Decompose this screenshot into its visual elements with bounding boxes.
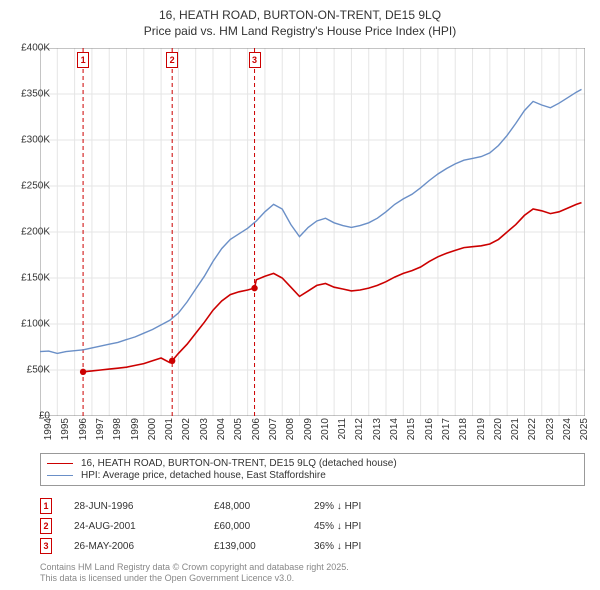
x-tick-label: 1994 xyxy=(43,418,54,448)
transaction-date: 26-MAY-2006 xyxy=(74,541,214,552)
legend-swatch-price xyxy=(47,463,73,465)
legend-label-price: 16, HEATH ROAD, BURTON-ON-TRENT, DE15 9L… xyxy=(81,458,397,469)
legend-row-hpi: HPI: Average price, detached house, East… xyxy=(47,470,578,481)
reference-marker-1: 1 xyxy=(77,52,89,68)
x-tick-label: 2008 xyxy=(285,418,296,448)
title-line1: 16, HEATH ROAD, BURTON-ON-TRENT, DE15 9L… xyxy=(0,8,600,24)
x-tick-label: 2010 xyxy=(320,418,331,448)
x-tick-label: 2023 xyxy=(545,418,556,448)
reference-marker-2: 2 xyxy=(166,52,178,68)
footnote-line2: This data is licensed under the Open Gov… xyxy=(40,573,349,584)
x-tick-label: 2024 xyxy=(562,418,573,448)
transaction-diff: 36% ↓ HPI xyxy=(314,541,434,552)
transactions-table: 1 28-JUN-1996 £48,000 29% ↓ HPI 2 24-AUG… xyxy=(40,496,585,556)
x-tick-label: 2022 xyxy=(527,418,538,448)
y-tick-label: £350K xyxy=(10,89,50,100)
legend-swatch-hpi xyxy=(47,475,73,477)
chart-svg xyxy=(40,48,585,416)
y-tick-label: £300K xyxy=(10,135,50,146)
x-tick-label: 2004 xyxy=(216,418,227,448)
transaction-diff: 45% ↓ HPI xyxy=(314,521,434,532)
x-tick-label: 1997 xyxy=(95,418,106,448)
x-tick-label: 2019 xyxy=(476,418,487,448)
marker-badge-3: 3 xyxy=(40,538,52,554)
x-tick-label: 2018 xyxy=(458,418,469,448)
legend: 16, HEATH ROAD, BURTON-ON-TRENT, DE15 9L… xyxy=(40,453,585,486)
x-tick-label: 2009 xyxy=(303,418,314,448)
y-tick-label: £250K xyxy=(10,181,50,192)
marker-badge-1: 1 xyxy=(40,498,52,514)
x-tick-label: 2007 xyxy=(268,418,279,448)
x-tick-label: 2014 xyxy=(389,418,400,448)
x-tick-label: 2011 xyxy=(337,418,348,448)
x-tick-label: 2016 xyxy=(424,418,435,448)
x-tick-label: 2005 xyxy=(233,418,244,448)
y-tick-label: £150K xyxy=(10,273,50,284)
x-tick-label: 1998 xyxy=(112,418,123,448)
title-line2: Price paid vs. HM Land Registry's House … xyxy=(0,24,600,40)
footnote: Contains HM Land Registry data © Crown c… xyxy=(40,562,349,585)
transaction-date: 24-AUG-2001 xyxy=(74,521,214,532)
transaction-diff: 29% ↓ HPI xyxy=(314,501,434,512)
reference-marker-3: 3 xyxy=(249,52,261,68)
x-tick-label: 1995 xyxy=(60,418,71,448)
x-tick-label: 2012 xyxy=(354,418,365,448)
y-tick-label: £200K xyxy=(10,227,50,238)
chart-title: 16, HEATH ROAD, BURTON-ON-TRENT, DE15 9L… xyxy=(0,8,600,39)
y-tick-label: £50K xyxy=(10,365,50,376)
x-tick-label: 2017 xyxy=(441,418,452,448)
y-tick-label: £400K xyxy=(10,43,50,54)
x-tick-label: 2015 xyxy=(406,418,417,448)
legend-label-hpi: HPI: Average price, detached house, East… xyxy=(81,470,326,481)
transaction-date: 28-JUN-1996 xyxy=(74,501,214,512)
chart-area xyxy=(40,48,585,416)
x-tick-label: 2025 xyxy=(579,418,590,448)
x-tick-label: 2013 xyxy=(372,418,383,448)
table-row: 3 26-MAY-2006 £139,000 36% ↓ HPI xyxy=(40,536,585,556)
footnote-line1: Contains HM Land Registry data © Crown c… xyxy=(40,562,349,573)
x-tick-label: 2003 xyxy=(199,418,210,448)
x-tick-label: 2001 xyxy=(164,418,175,448)
transaction-price: £48,000 xyxy=(214,501,314,512)
x-tick-label: 1999 xyxy=(130,418,141,448)
transaction-price: £139,000 xyxy=(214,541,314,552)
table-row: 2 24-AUG-2001 £60,000 45% ↓ HPI xyxy=(40,516,585,536)
x-tick-label: 2021 xyxy=(510,418,521,448)
x-tick-label: 2020 xyxy=(493,418,504,448)
x-tick-label: 2000 xyxy=(147,418,158,448)
table-row: 1 28-JUN-1996 £48,000 29% ↓ HPI xyxy=(40,496,585,516)
marker-badge-2: 2 xyxy=(40,518,52,534)
x-tick-label: 2002 xyxy=(181,418,192,448)
transaction-price: £60,000 xyxy=(214,521,314,532)
legend-row-price: 16, HEATH ROAD, BURTON-ON-TRENT, DE15 9L… xyxy=(47,458,578,469)
x-tick-label: 2006 xyxy=(251,418,262,448)
x-tick-label: 1996 xyxy=(78,418,89,448)
y-tick-label: £100K xyxy=(10,319,50,330)
